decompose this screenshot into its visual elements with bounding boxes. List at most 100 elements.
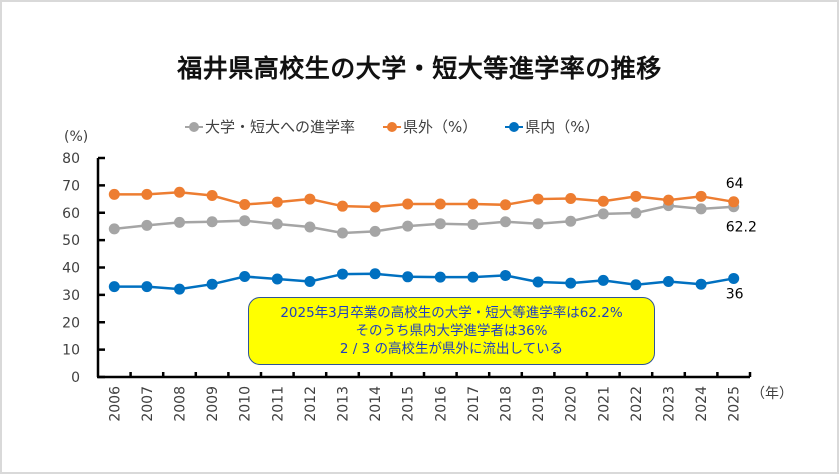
- data-point: [271, 218, 283, 230]
- data-point: [402, 271, 414, 283]
- legend-item-total: 大学・短大への進学率: [185, 116, 355, 137]
- annotation-line-3: 2 / 3 の高校生が県外に流出している: [339, 341, 564, 357]
- data-point: [597, 274, 609, 286]
- data-point: [402, 198, 414, 210]
- data-point: [174, 216, 185, 228]
- y-tick-label: 40: [62, 261, 80, 277]
- x-tick-label: 2022: [629, 386, 645, 422]
- x-tick-label: 2024: [694, 386, 710, 422]
- y-axis-unit-label: (%): [64, 129, 89, 145]
- data-point: [565, 193, 577, 205]
- x-tick-label: 2008: [173, 386, 189, 422]
- y-tick-label: 0: [71, 370, 80, 386]
- data-point: [597, 195, 609, 207]
- y-tick-label: 50: [62, 233, 80, 249]
- annotation-line-1: 2025年3月卒業の高校生の大学・短大等進学率は62.2%: [280, 305, 623, 321]
- x-tick-label: 2017: [466, 386, 482, 422]
- data-point: [174, 283, 185, 295]
- x-tick-label: 2019: [531, 386, 547, 422]
- y-tick-label: 30: [62, 288, 80, 304]
- data-point: [304, 221, 316, 233]
- x-tick-label: 2018: [499, 386, 515, 422]
- data-point: [174, 186, 185, 198]
- data-point: [206, 190, 218, 202]
- legend-marker-total-icon: [185, 121, 203, 132]
- data-point: [630, 207, 642, 219]
- data-point: [728, 272, 740, 284]
- series-2: [108, 268, 740, 295]
- legend-dot: [387, 121, 398, 132]
- legend: 大学・短大への進学率 県外（%） 県内（%）: [185, 116, 628, 137]
- x-tick-label: 2009: [205, 386, 221, 422]
- data-point: [532, 193, 544, 205]
- data-point: [239, 199, 251, 211]
- data-point: [141, 281, 153, 293]
- y-tick-label: 70: [62, 178, 80, 194]
- axes: 0 10 20 30 40 50 60 70 80 2006 2007 2008 2009 2010 201…: [62, 151, 752, 422]
- data-point: [630, 190, 642, 202]
- annotation-line-2: そのうち県内大学進学者は36%: [355, 323, 548, 339]
- legend-label-total: 大学・短大への進学率: [205, 118, 356, 136]
- data-point: [663, 194, 674, 206]
- series-0: [108, 200, 740, 239]
- data-point: [630, 279, 642, 291]
- data-point: [565, 277, 577, 289]
- data-point: [271, 273, 283, 285]
- data-point: [369, 201, 381, 213]
- x-tick-label: 2010: [238, 386, 254, 422]
- data-point: [271, 196, 283, 208]
- data-point: [434, 271, 446, 283]
- y-tick-label: 80: [62, 151, 80, 167]
- data-point: [337, 200, 348, 212]
- x-tick-label: 2023: [662, 386, 678, 422]
- data-point: [108, 281, 120, 293]
- legend-item-outside: 県外（%）: [383, 116, 477, 137]
- x-tick-label: 2006: [107, 386, 123, 422]
- x-tick-label: 2015: [401, 386, 417, 422]
- labels-layer: 62.2 64 36: [726, 176, 757, 303]
- x-tick-label: 2011: [270, 386, 286, 422]
- data-point: [108, 188, 120, 200]
- data-point: [369, 225, 381, 237]
- data-point: [141, 219, 153, 231]
- legend-dot: [509, 121, 520, 132]
- data-point: [467, 271, 479, 283]
- x-tick-label: 2012: [303, 386, 319, 422]
- data-point: [239, 271, 251, 283]
- data-point: [337, 268, 348, 280]
- chart-title: 福井県高校生の大学・短大等進学率の推移: [177, 54, 662, 83]
- data-point: [532, 276, 544, 288]
- x-tick-label: 2007: [140, 386, 156, 422]
- x-tick-label: 2014: [368, 386, 384, 422]
- data-point: [695, 190, 707, 202]
- data-point: [402, 220, 414, 232]
- legend-item-inside: 県内（%）: [505, 116, 600, 137]
- data-label-end: 62.2: [726, 220, 757, 236]
- data-point: [206, 216, 218, 228]
- legend-dot: [189, 121, 199, 132]
- data-point: [304, 275, 316, 287]
- data-point: [532, 218, 544, 230]
- x-tick-label: 2025: [727, 386, 743, 422]
- legend-marker-inside-icon: [505, 121, 524, 132]
- x-tick-label: 2013: [336, 386, 352, 422]
- data-label-end: 64: [726, 176, 744, 192]
- y-tick-label: 20: [62, 315, 80, 331]
- data-point: [565, 215, 577, 227]
- x-tick-label: 2016: [433, 386, 449, 422]
- data-point: [695, 203, 707, 215]
- series-layer: [108, 186, 740, 295]
- data-point: [728, 196, 740, 208]
- data-point: [467, 219, 479, 231]
- annotation-box: 2025年3月卒業の高校生の大学・短大等進学率は62.2% そのうち県内大学進学…: [248, 297, 655, 365]
- data-point: [467, 198, 479, 210]
- x-tick-label: 2021: [596, 386, 612, 422]
- y-tick-label: 10: [62, 343, 80, 359]
- y-tick-label: 60: [62, 206, 80, 222]
- data-point: [695, 278, 707, 290]
- x-tick-label: 2020: [564, 386, 580, 422]
- data-point: [304, 193, 316, 205]
- data-point: [206, 278, 218, 290]
- data-point: [369, 268, 381, 280]
